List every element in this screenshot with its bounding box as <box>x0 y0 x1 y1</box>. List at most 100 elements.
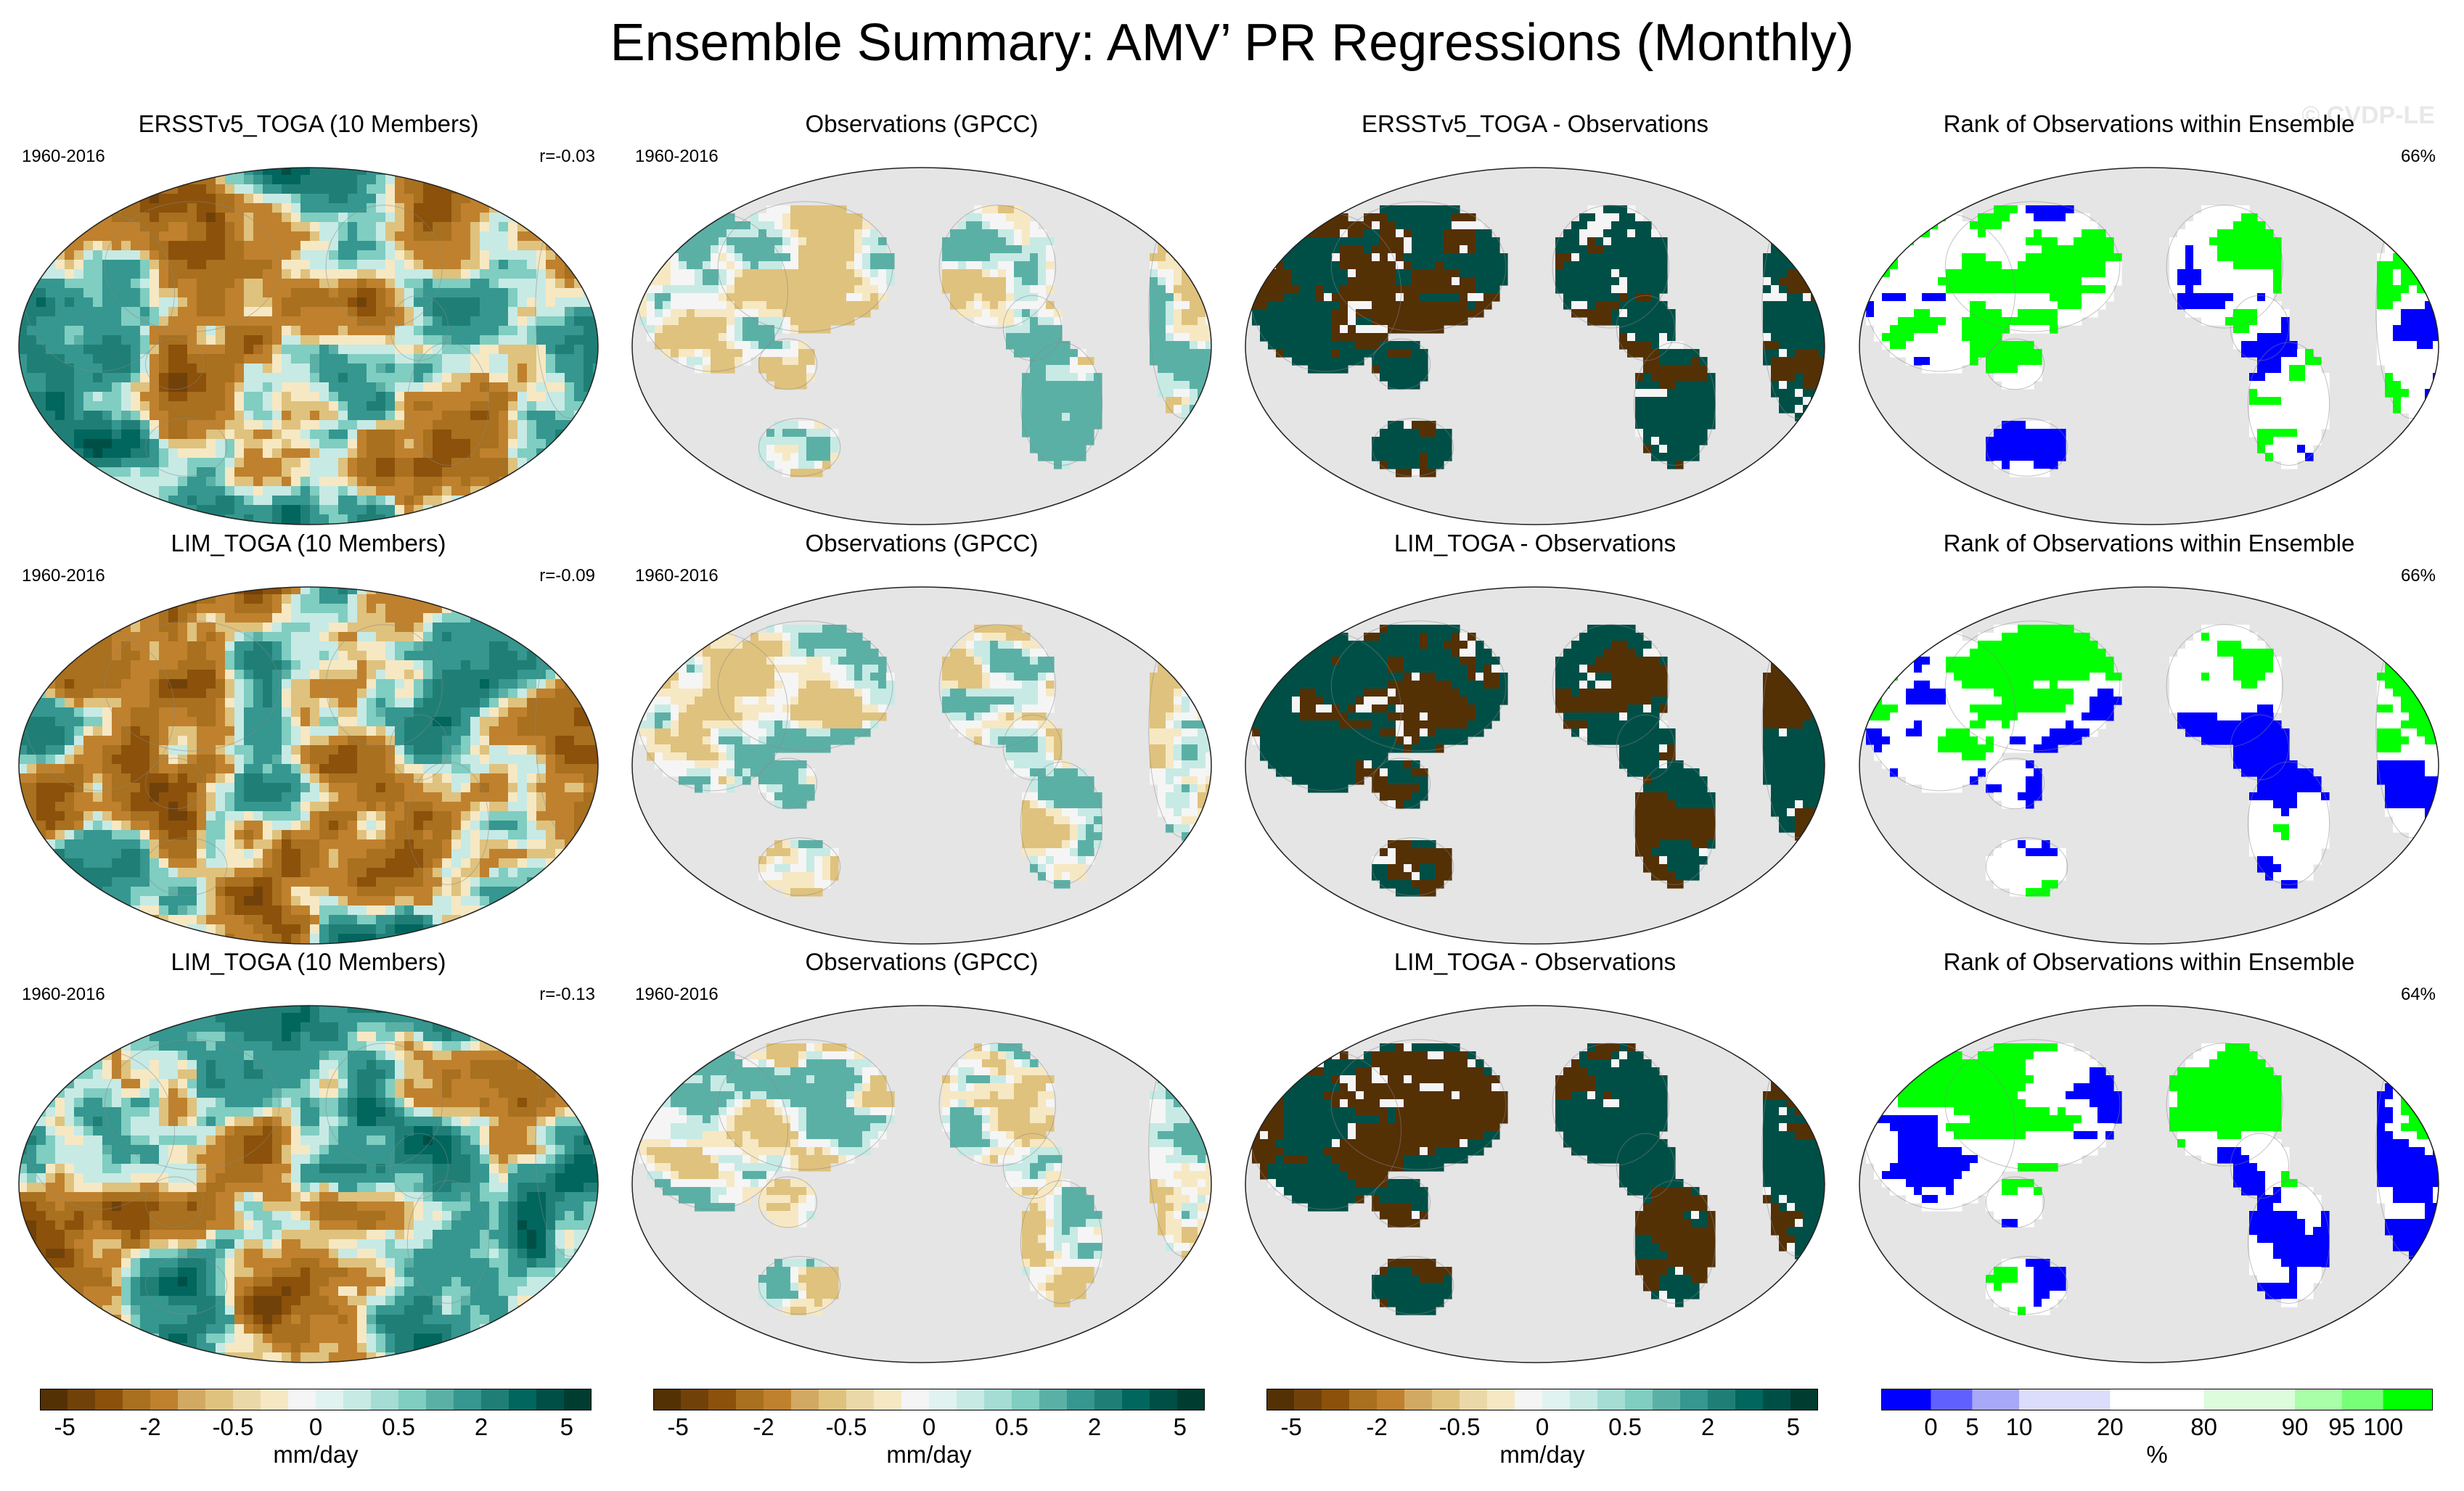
colorbar-swatch <box>708 1389 737 1410</box>
colorbar-swatch <box>536 1389 565 1410</box>
coastline <box>758 1176 818 1228</box>
period-label: 1960-2016 <box>22 147 105 166</box>
map-panel-ensemble: LIM_TOGA (10 Members) 1960-2016 r=-0.09 <box>7 528 610 945</box>
colorbar-tick-label: 2 <box>474 1413 488 1440</box>
coastline <box>938 624 1056 748</box>
colorbar-swatch <box>426 1389 454 1410</box>
coastline <box>1985 1176 2045 1228</box>
period-label: 1960-2016 <box>22 985 105 1004</box>
colorbar-swatch <box>819 1389 847 1410</box>
map-outline <box>18 586 599 945</box>
colorbar-tick-label: 5 <box>1173 1413 1187 1440</box>
colorbar-swatch <box>1515 1389 1543 1410</box>
coastline <box>1020 342 1103 466</box>
map-outline <box>1859 1005 2439 1363</box>
coastline <box>717 201 893 332</box>
colorbar-tick-label: -0.5 <box>212 1413 254 1440</box>
colorbar-swatch <box>736 1389 764 1410</box>
coastline <box>2247 342 2330 466</box>
colorbar-tick-label: -5 <box>54 1413 75 1440</box>
coastline <box>1020 1180 1103 1304</box>
colorbar-swatch <box>261 1389 289 1410</box>
period-label: 1960-2016 <box>635 147 719 166</box>
coastline <box>938 1043 1056 1167</box>
coastline <box>758 757 818 810</box>
colorbar-swatch <box>846 1389 875 1410</box>
coastline <box>406 761 490 885</box>
coastline <box>406 1180 490 1304</box>
coastline <box>2166 624 2283 748</box>
panel-title: ERSSTv5_TOGA (10 Members) <box>138 110 479 137</box>
colorbar-tick-label: 100 <box>2363 1413 2404 1440</box>
colorbar-swatch <box>2203 1389 2296 1410</box>
colorbar-swatch <box>67 1389 96 1410</box>
colorbar-swatch <box>2110 1389 2205 1410</box>
correlation-label: r=-0.03 <box>539 147 595 166</box>
colorbar-unit: mm/day <box>886 1441 972 1468</box>
colorbar-tick-label: -2 <box>1366 1413 1388 1440</box>
map-outline <box>631 1005 1212 1363</box>
coastline <box>938 205 1056 329</box>
colorbar-tick-label: 90 <box>2281 1413 2309 1440</box>
colorbar-swatch <box>1322 1389 1350 1410</box>
colorbar-swatch <box>1570 1389 1598 1410</box>
colorbar: -5 -2 -0.5 0 0.5 2 5 mm/day <box>1266 1387 1818 1482</box>
colorbar-swatch <box>509 1389 537 1410</box>
coastline <box>1633 342 1716 466</box>
map-obs <box>631 167 1212 525</box>
panel-title: Rank of Observations within Ensemble <box>1943 530 2355 556</box>
colorbar-swatch <box>764 1389 792 1410</box>
coastline <box>1371 1256 1454 1315</box>
colorbar-swatch <box>1294 1389 1322 1410</box>
colorbar-swatch <box>288 1389 316 1410</box>
colorbar-tick-label: 80 <box>2190 1413 2217 1440</box>
colorbar: 0 5 10 20 80 90 95 100% <box>1881 1387 2433 1482</box>
map-rank <box>1859 1005 2439 1363</box>
map-outline <box>631 167 1212 525</box>
colorbar-swatch <box>653 1389 682 1410</box>
colorbar-swatch <box>371 1389 399 1410</box>
colorbar-tick-label: -0.5 <box>825 1413 867 1440</box>
coastline <box>1330 1039 1507 1170</box>
rank-percent-label: 66% <box>2400 147 2436 166</box>
colorbar-unit: % <box>2146 1441 2168 1468</box>
panel-title: LIM_TOGA - Observations <box>1393 530 1677 556</box>
colorbar-swatch <box>1349 1389 1378 1410</box>
coastline <box>144 1176 205 1228</box>
colorbar-tick-label: 0.5 <box>382 1413 415 1440</box>
colorbar-swatch <box>454 1389 482 1410</box>
colorbar-tick-label: 5 <box>1965 1413 1979 1440</box>
colorbar-swatch <box>123 1389 151 1410</box>
colorbar-swatch <box>1735 1389 1764 1410</box>
colorbar-tick-label: -0.5 <box>1438 1413 1481 1440</box>
map-rank <box>1859 167 2439 525</box>
colorbar-swatch <box>1972 1389 2020 1410</box>
colorbar-swatch <box>874 1389 902 1410</box>
coastline <box>2166 1043 2283 1167</box>
colorbar-swatch <box>1763 1389 1791 1410</box>
watermark: © CVDP-LE <box>2301 102 2435 129</box>
coastline <box>1552 205 1669 329</box>
panel-title: Observations (GPCC) <box>805 948 1039 975</box>
rank-percent-label: 64% <box>2400 985 2436 1004</box>
colorbar-tick-label: -5 <box>667 1413 689 1440</box>
colorbar-tick-label: 0.5 <box>995 1413 1028 1440</box>
coastline <box>144 418 228 477</box>
coastline <box>325 205 443 329</box>
map-panel-obs: Observations (GPCC) 1960-2016 <box>621 528 1223 945</box>
colorbar-tick-label: 10 <box>2005 1413 2033 1440</box>
colorbar-tick-label: 0 <box>1924 1413 1938 1440</box>
colorbar-swatch <box>1542 1389 1571 1410</box>
colorbar-swatch <box>95 1389 123 1410</box>
coastline <box>2247 761 2330 885</box>
coastline <box>1371 837 1454 896</box>
colorbar-tick-label: -2 <box>139 1413 161 1440</box>
coastline <box>758 1256 841 1315</box>
coastline <box>104 1039 280 1170</box>
map-rank <box>1859 586 2439 945</box>
colorbar-tick-label: 0 <box>1535 1413 1550 1440</box>
colorbar-tick-label: 0 <box>922 1413 936 1440</box>
period-label: 1960-2016 <box>22 566 105 586</box>
coastline <box>717 620 893 752</box>
colorbar-swatch <box>1708 1389 1736 1410</box>
